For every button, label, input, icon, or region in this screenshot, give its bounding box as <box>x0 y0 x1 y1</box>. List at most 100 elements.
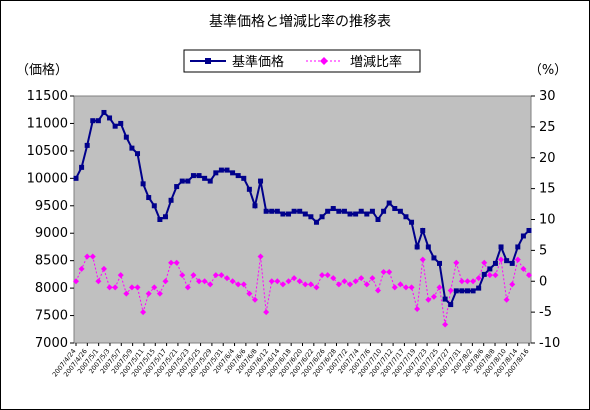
y-left-tick-label: 7000 <box>35 336 68 351</box>
ratio-point <box>386 268 393 275</box>
price-point <box>129 145 135 151</box>
ratio-point <box>430 293 437 300</box>
ratio-point <box>475 275 482 282</box>
price-point <box>90 118 96 124</box>
price-point <box>297 208 303 214</box>
ratio-point <box>207 281 214 288</box>
ratio-point <box>145 290 152 297</box>
ratio-point <box>369 275 376 282</box>
y-left-tick-label: 10500 <box>27 144 68 159</box>
price-point <box>112 123 118 129</box>
price-point <box>487 266 493 272</box>
ratio-point <box>447 287 454 294</box>
price-point <box>179 178 185 184</box>
price-point <box>274 208 280 214</box>
ratio-point <box>335 281 342 288</box>
price-point <box>258 178 264 184</box>
price-point <box>218 167 224 173</box>
ratio-point <box>263 309 270 316</box>
legend-ratio-label: 増減比率 <box>350 54 402 70</box>
y-right-tick-label: 5 <box>539 243 547 258</box>
price-point <box>235 173 241 179</box>
price-point <box>526 227 532 233</box>
y-left-ticks: 7000 7500 8000 8500 9000 9500 10000 10500 11000 1… <box>27 89 74 351</box>
y-left-tick-label: 11000 <box>27 116 68 131</box>
price-point <box>453 288 459 294</box>
price-point <box>252 203 258 209</box>
ratio-point <box>184 284 191 291</box>
price-point <box>202 175 208 181</box>
price-point <box>207 178 213 184</box>
ratio-point <box>458 278 465 285</box>
y-right-tick-label: -10 <box>539 336 560 351</box>
price-point <box>442 296 448 302</box>
price-point <box>313 219 319 225</box>
ratio-point <box>218 272 225 279</box>
ratio-point <box>246 290 253 297</box>
price-point <box>286 211 292 217</box>
ratio-point <box>347 281 354 288</box>
ratio-point <box>498 256 505 263</box>
ratio-point <box>128 284 135 291</box>
price-point <box>330 206 336 212</box>
price-point <box>107 115 113 121</box>
ratio-point <box>84 253 91 260</box>
ratio-point <box>162 278 169 285</box>
chart-title: 基準価格と増減比率の推移表 <box>209 13 391 30</box>
ratio-point <box>324 272 331 279</box>
ratio-point <box>112 284 119 291</box>
price-point <box>515 244 521 250</box>
legend-price-label: 基準価格 <box>232 54 284 70</box>
price-point <box>157 217 163 222</box>
ratio-point <box>307 281 314 288</box>
price-point <box>381 208 387 214</box>
ratio-point <box>464 278 471 285</box>
price-point <box>280 211 286 217</box>
ratio-point <box>78 265 85 272</box>
ratio-point <box>408 284 415 291</box>
legend-box <box>183 49 421 73</box>
ratio-point <box>134 284 141 291</box>
price-point <box>481 271 487 277</box>
ratio-point <box>492 272 499 279</box>
price-point <box>392 206 398 212</box>
ratio-point <box>235 281 242 288</box>
price-point <box>73 175 79 181</box>
price-series <box>73 109 532 308</box>
ratio-point <box>514 256 521 263</box>
ratio-point <box>319 272 326 279</box>
price-point <box>196 173 202 179</box>
price-point <box>448 302 454 308</box>
ratio-point <box>352 278 359 285</box>
ratio-point <box>95 278 102 285</box>
ratio-point <box>397 281 404 288</box>
y-left-tick-label: 7500 <box>35 309 68 324</box>
price-point <box>185 178 191 184</box>
ratio-point <box>140 309 147 316</box>
ratio-point <box>117 272 124 279</box>
ratio-point <box>100 265 107 272</box>
y-right-ticks: -10 -5 0 5 10 15 20 25 30 <box>531 89 560 351</box>
price-point <box>308 214 314 220</box>
y-right-tick-label: 0 <box>539 274 547 289</box>
ratio-point <box>156 290 163 297</box>
y-right-tick-label: 20 <box>539 151 556 166</box>
price-point <box>190 173 196 179</box>
price-point <box>341 208 347 214</box>
price-series-line <box>75 110 530 307</box>
price-point <box>504 258 510 264</box>
price-point <box>269 208 275 214</box>
ratio-point <box>229 278 236 285</box>
y-right-tick-label: 10 <box>539 213 556 228</box>
ratio-point <box>89 253 96 260</box>
y-left-tick-label: 11500 <box>27 89 68 104</box>
price-point <box>291 208 297 214</box>
ratio-point <box>274 278 281 285</box>
price-point <box>174 184 180 190</box>
ratio-point <box>419 256 426 263</box>
ratio-series-line <box>75 256 530 325</box>
ratio-point <box>123 290 130 297</box>
legend-ratio-marker <box>320 57 328 65</box>
price-point <box>168 197 174 203</box>
